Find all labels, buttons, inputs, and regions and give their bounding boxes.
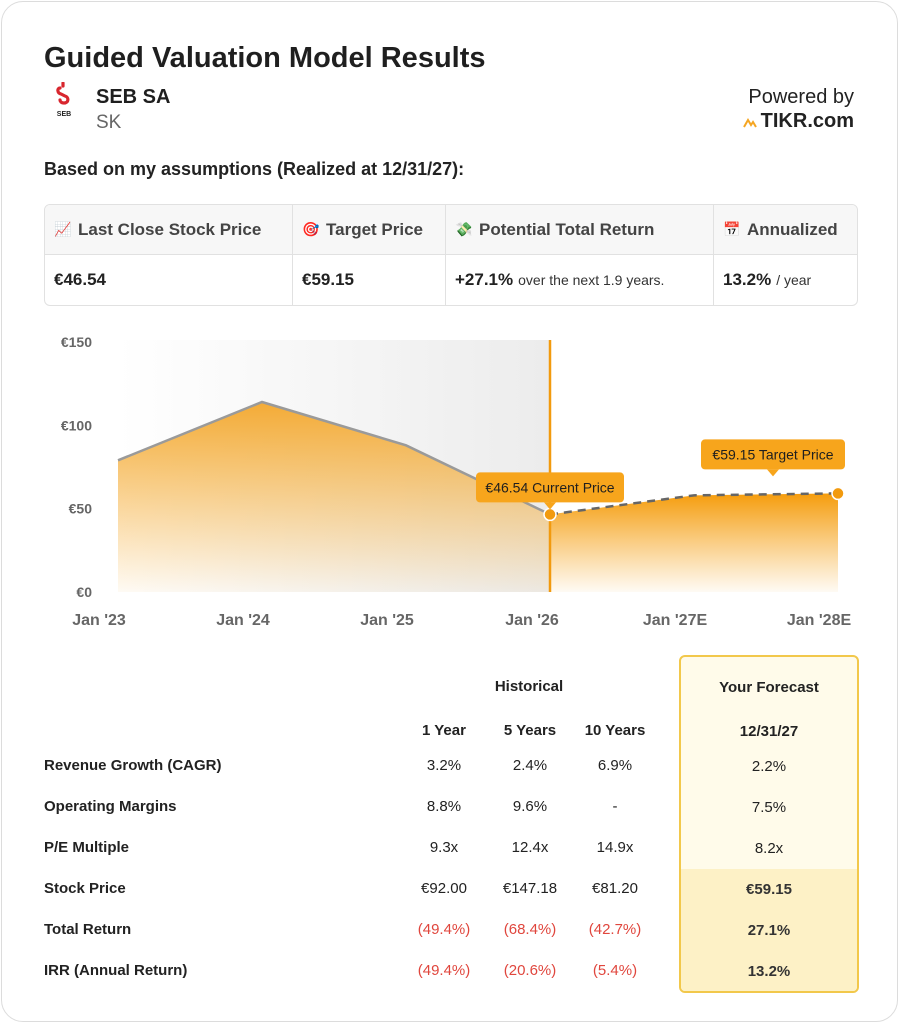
table-cell: 12.4x: [511, 839, 549, 856]
ticker-symbol: SK: [96, 112, 122, 133]
table-cell: 6.9%: [597, 757, 633, 774]
metric-annualized: 📅 Annualized 13.2% / year: [714, 205, 857, 305]
table-cell: (68.4%): [503, 921, 557, 938]
x-tick-label: Jan '25: [360, 612, 414, 629]
brand-name: TIKR.com: [760, 110, 854, 132]
y-tick-label: €150: [61, 334, 92, 350]
forecast-column: [679, 655, 859, 993]
table-cell: -: [612, 798, 618, 815]
table-cell: €92.00: [421, 880, 467, 897]
forecast-cell: 27.1%: [747, 922, 791, 939]
column-header: 5 Years: [503, 722, 557, 739]
forecast-cell: 13.2%: [747, 963, 791, 980]
calendar-icon: 📅: [723, 221, 741, 237]
table-cell: (5.4%): [592, 962, 638, 979]
y-tick-label: €0: [76, 584, 92, 600]
metric-suffix: / year: [776, 272, 812, 288]
row-label: Total Return: [44, 921, 132, 938]
metric-value: €59.15: [302, 270, 354, 289]
price-chart: €0 €50 €100 €150 €46.54 Current Price €59.15 …: [61, 334, 852, 629]
metric-last-close: 📈 Last Close Stock Price €46.54: [45, 205, 293, 305]
metric-value: +27.1%: [455, 270, 514, 289]
x-tick-label: Jan '28E: [787, 612, 852, 629]
table-cell: €147.18: [502, 880, 558, 897]
historical-area: [118, 402, 550, 592]
metric-suffix: over the next 1.9 years.: [518, 272, 665, 288]
tikr-logo-icon: [742, 117, 757, 128]
metric-label: Last Close Stock Price: [78, 219, 262, 239]
metric-total-return: 💸 Potential Total Return +27.1% over the n…: [446, 205, 714, 305]
metric-value: 13.2%: [723, 270, 772, 289]
powered-by-label: Powered by: [748, 86, 854, 108]
table-cell: 3.2%: [426, 757, 462, 774]
metric-label: Target Price: [326, 219, 424, 239]
table-cell: 14.9x: [596, 839, 634, 856]
table-cell: €81.20: [592, 880, 638, 897]
table-cell: 9.3x: [429, 839, 459, 856]
x-tick-label: Jan '27E: [643, 612, 708, 629]
company-name: SEB SA: [96, 86, 171, 108]
company-logo: SEB: [56, 82, 71, 118]
table-cell: (42.7%): [588, 921, 642, 938]
table-cell: (49.4%): [417, 962, 471, 979]
chart-increasing-icon: 📈: [54, 221, 72, 237]
metric-label: Annualized: [747, 219, 838, 239]
callout-label: €46.54 Current Price: [485, 479, 614, 495]
forecast-date: 12/31/27: [739, 723, 799, 740]
svg-text:SEB: SEB: [57, 111, 71, 118]
forecast-cell: €59.15: [746, 881, 792, 898]
x-tick-label: Jan '26: [505, 612, 559, 629]
x-tick-label: Jan '24: [216, 612, 270, 629]
y-tick-label: €50: [69, 501, 93, 517]
forecast-area: [550, 493, 838, 592]
current-price-point: [543, 507, 557, 522]
x-tick-label: Jan '23: [72, 612, 126, 629]
callout-label: €59.15 Target Price: [712, 446, 833, 462]
valuation-table: Historical Your Forecast 1 Year 5 Years …: [2, 652, 899, 1002]
money-wings-icon: 💸: [455, 221, 473, 237]
row-label: Stock Price: [44, 880, 126, 897]
metric-label: Potential Total Return: [479, 219, 655, 239]
target-price-point: [831, 486, 845, 501]
historical-header: Historical: [494, 678, 564, 695]
current-price-callout: €46.54 Current Price: [476, 472, 624, 510]
table-cell: (20.6%): [503, 962, 557, 979]
metrics-summary: 📈 Last Close Stock Price €46.54 🎯 Target P…: [44, 204, 858, 306]
forecast-cell: 7.5%: [751, 799, 787, 816]
metric-target-price: 🎯 Target Price €59.15: [293, 205, 446, 305]
column-header: 10 Years: [584, 722, 646, 739]
forecast-line: [549, 492, 839, 516]
forecast-header: Your Forecast: [719, 679, 819, 696]
table-cell: (49.4%): [417, 921, 471, 938]
brand-link[interactable]: TIKR.com: [742, 110, 854, 133]
column-header: 1 Year: [422, 722, 466, 739]
assumptions-subtitle: Based on my assumptions (Realized at 12/…: [44, 159, 465, 179]
forecast-cell: 2.2%: [751, 758, 787, 775]
y-tick-label: €100: [61, 417, 92, 433]
row-label: P/E Multiple: [44, 839, 130, 856]
target-icon: 🎯: [302, 221, 320, 237]
target-price-callout: €59.15 Target Price: [701, 439, 845, 477]
row-label: Operating Margins: [44, 798, 177, 815]
row-label: Revenue Growth (CAGR): [44, 757, 222, 774]
table-cell: 8.8%: [426, 798, 462, 815]
forecast-cell: 8.2x: [754, 840, 784, 857]
row-label: IRR (Annual Return): [44, 962, 188, 979]
page-title: Guided Valuation Model Results: [44, 42, 486, 74]
metric-value: €46.54: [54, 270, 106, 289]
table-cell: 9.6%: [512, 798, 548, 815]
table-cell: 2.4%: [512, 757, 548, 774]
